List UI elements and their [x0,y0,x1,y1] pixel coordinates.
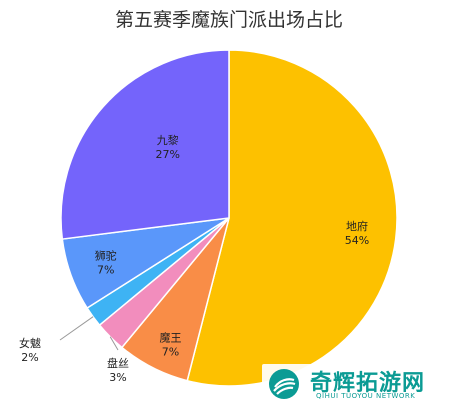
pie-leader-line-4 [59,316,94,341]
watermark-logo-icon [269,369,299,399]
pie-slices [60,49,398,387]
pie-label-5: 狮驼 [95,248,117,262]
pie-value-label-1: 54% [345,234,369,247]
pie-value-label-5: 7% [97,263,114,276]
pie-value-label-6: 27% [155,148,179,161]
pie-label-6: 九黎 [157,133,179,147]
pie-label-2: 魔王 [160,331,182,345]
watermark-text: 奇辉拓游网 [310,371,426,396]
pie-label-3: 盘丝 [107,356,129,370]
pie-leader-line-3 [109,336,119,351]
watermark-subtext: QIHUI TUOYOU NETWORK [316,392,416,400]
pie-value-label-3: 3% [109,371,126,384]
pie-value-label-2: 7% [162,346,179,359]
pie-label-1: 地府 [346,219,368,233]
pie-slice-6 [60,49,230,240]
watermark: 奇辉拓游网 QIHUI TUOYOU NETWORK [262,364,450,404]
pie-value-label-4: 2% [21,351,38,364]
chart-title: 第五赛季魔族门派出场占比 [115,9,343,31]
pie-label-4: 女魃 [19,336,41,350]
